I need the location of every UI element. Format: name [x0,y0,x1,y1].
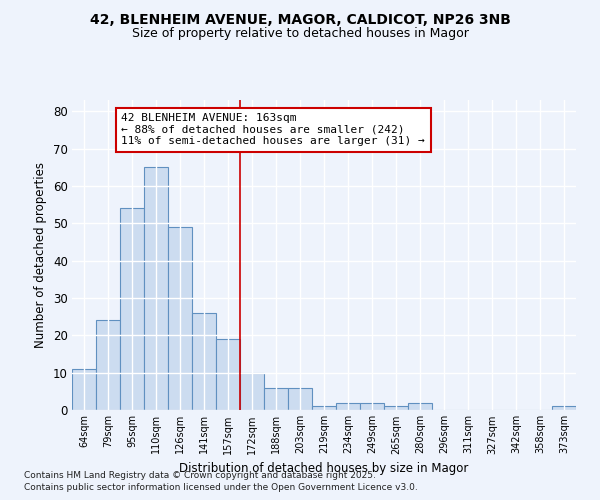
Text: Contains public sector information licensed under the Open Government Licence v3: Contains public sector information licen… [24,483,418,492]
Bar [336,402,360,410]
Bar [192,313,216,410]
Bar [312,406,336,410]
Bar [168,227,192,410]
Bar [240,372,264,410]
Text: 42 BLENHEIM AVENUE: 163sqm
← 88% of detached houses are smaller (242)
11% of sem: 42 BLENHEIM AVENUE: 163sqm ← 88% of deta… [121,113,425,146]
Text: Contains HM Land Registry data © Crown copyright and database right 2025.: Contains HM Land Registry data © Crown c… [24,470,376,480]
Bar [360,402,384,410]
X-axis label: Distribution of detached houses by size in Magor: Distribution of detached houses by size … [179,462,469,475]
Bar [288,388,312,410]
Bar [144,167,168,410]
Bar [96,320,120,410]
Bar [120,208,144,410]
Text: 42, BLENHEIM AVENUE, MAGOR, CALDICOT, NP26 3NB: 42, BLENHEIM AVENUE, MAGOR, CALDICOT, NP… [89,12,511,26]
Text: Size of property relative to detached houses in Magor: Size of property relative to detached ho… [131,28,469,40]
Bar [264,388,288,410]
Bar [408,402,432,410]
Bar [72,369,96,410]
Bar [216,339,240,410]
Bar [552,406,576,410]
Y-axis label: Number of detached properties: Number of detached properties [34,162,47,348]
Bar [384,406,408,410]
